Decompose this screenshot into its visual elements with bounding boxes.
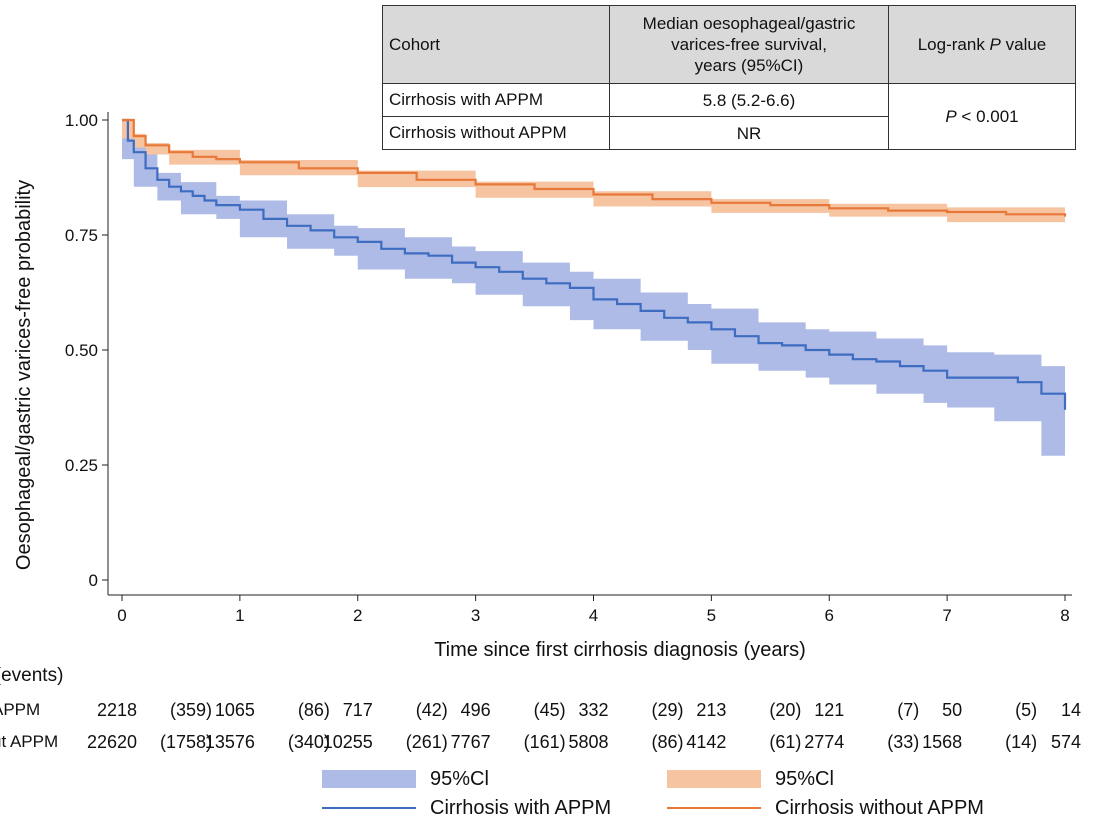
risk-events: (7) [897,700,920,720]
header-median-line2: varices-free survival, [671,35,827,54]
pvalue-rest: < 0.001 [956,106,1019,126]
risk-events: (261) [405,732,448,752]
risk-events: (14) [1005,732,1038,752]
legend-line-appm: Cirrhosis with APPM [322,796,611,820]
risk-count: 213 [696,700,727,720]
x-tick-label: 6 [825,606,834,625]
risk-count: 2774 [804,732,845,752]
header-cohort: Cohort [382,5,610,84]
x-tick-label: 8 [1060,606,1069,625]
risk-events: (161) [523,732,566,752]
header-pvalue-suffix: value [1000,34,1047,54]
header-pvalue-prefix: Log-rank [917,34,990,54]
risk-count: 496 [460,700,491,720]
cohort-cell: Cirrhosis with APPM [382,83,610,117]
y-axis-label: Oesophageal/gastric varices-free probabi… [13,180,35,570]
survival-line-1 [122,118,1067,217]
risk-count: 1568 [922,732,963,752]
legend-band-swatch [322,770,416,788]
risk-events: (42) [415,700,448,720]
risk-count: 10255 [322,732,373,752]
risk-count: 14 [1060,700,1081,720]
risk-row-label: APPM [0,700,41,719]
x-axis-label: Time since first cirrhosis diagnosis (ye… [434,639,806,661]
cohort-cell: Cirrhosis without APPM [382,116,610,150]
risk-events: (5) [1015,700,1038,720]
legend-label: Cirrhosis without APPM [775,796,984,819]
pvalue-cell: P < 0.001 [888,83,1076,150]
median-cell: 5.8 (5.2-6.6) [609,83,889,117]
x-tick-label: 4 [589,606,598,625]
risk-count: 717 [342,700,373,720]
risk-count: 4142 [686,732,727,752]
survival-line-0 [122,118,1067,410]
legend-ci-no-appm: 95%Cl [667,767,834,791]
risk-events: (86) [297,700,330,720]
risk-count: 332 [578,700,609,720]
legend-ci-appm: 95%Cl [322,767,489,791]
risk-events: (340) [287,732,330,752]
y-tick-label: 0.50 [65,341,98,360]
header-median-line1: Median oesophageal/gastric [642,14,856,33]
table-header-row: Cohort Median oesophageal/gastric varice… [382,5,1076,84]
risk-events: (33) [887,732,920,752]
risk-count: 22620 [86,732,137,752]
y-tick-label: 1.00 [65,111,98,130]
legend-label: Cirrhosis with APPM [430,796,612,819]
header-pvalue-p: P [989,34,1001,54]
risk-count: 2218 [96,700,137,720]
risk-count: 1065 [214,700,255,720]
risk-events: (86) [651,732,684,752]
risk-events: (20) [769,700,802,720]
x-tick-label: 5 [707,606,716,625]
median-cell: NR [609,116,889,150]
risk-table-title: k (events) [0,665,64,686]
risk-count: 574 [1050,732,1081,752]
x-tick-label: 0 [117,606,126,625]
y-tick-label: 0.75 [65,226,98,245]
risk-events: (359) [169,700,212,720]
risk-count: 7767 [450,732,491,752]
x-tick-label: 3 [471,606,480,625]
risk-count: 50 [942,700,963,720]
pvalue-p: P [945,106,957,126]
survival-lines [122,118,1067,410]
x-tick-label: 1 [235,606,244,625]
header-median: Median oesophageal/gastric varices-free … [609,5,889,84]
results-table: Cohort Median oesophageal/gastric varice… [382,5,1076,150]
legend-label: 95%Cl [430,767,489,790]
y-tick-label: 0 [89,571,98,590]
legend-line-swatch [667,807,761,809]
axes: 0 0.25 0.50 0.75 1.00 0 1 2 3 4 5 6 7 8 [65,111,1072,625]
legend-label: 95%Cl [775,767,834,790]
risk-row-label: ut APPM [0,732,59,751]
table-row: Cirrhosis with APPM 5.8 (5.2-6.6) P < 0.… [382,83,1076,150]
legend-band-swatch [667,770,761,788]
y-tick-label: 0.25 [65,456,98,475]
header-median-line3: years (95%CI) [694,56,804,75]
legend-line-no-appm: Cirrhosis without APPM [667,796,984,820]
risk-events: (29) [651,700,684,720]
x-tick-label: 7 [942,606,951,625]
risk-count: 13576 [204,732,255,752]
risk-count: 121 [814,700,845,720]
risk-events: (45) [533,700,566,720]
risk-events: (61) [769,732,802,752]
header-pvalue: Log-rank P value [888,5,1076,84]
table-row: Cirrhosis without APPM NR [382,116,1076,150]
risk-count: 5808 [568,732,609,752]
x-tick-label: 2 [353,606,362,625]
risk-events: (1758) [159,732,212,752]
legend-line-swatch [322,807,416,809]
